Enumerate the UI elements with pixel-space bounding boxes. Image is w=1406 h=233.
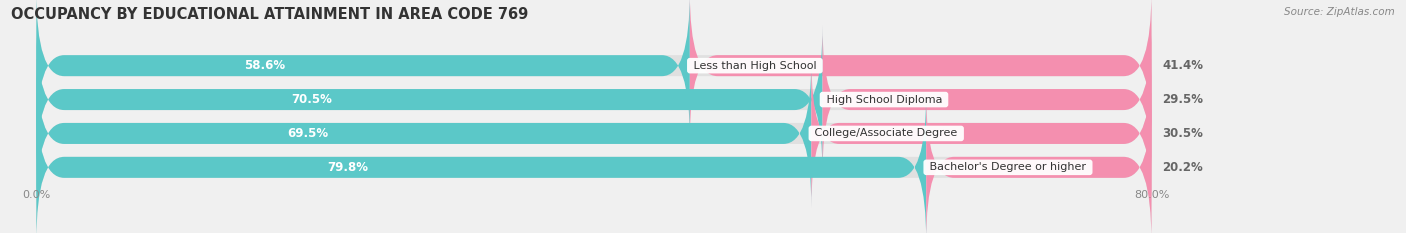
FancyBboxPatch shape [823,25,1152,174]
FancyBboxPatch shape [37,93,1152,233]
Text: Source: ZipAtlas.com: Source: ZipAtlas.com [1284,7,1395,17]
Text: 80.0%: 80.0% [1133,190,1170,200]
Text: High School Diploma: High School Diploma [823,95,945,105]
Text: 20.2%: 20.2% [1163,161,1204,174]
Text: 29.5%: 29.5% [1163,93,1204,106]
FancyBboxPatch shape [37,25,1152,174]
Text: 41.4%: 41.4% [1163,59,1204,72]
Text: Bachelor's Degree or higher: Bachelor's Degree or higher [927,162,1090,172]
FancyBboxPatch shape [690,0,1152,140]
Text: 58.6%: 58.6% [245,59,285,72]
FancyBboxPatch shape [37,59,811,208]
Text: College/Associate Degree: College/Associate Degree [811,128,962,138]
FancyBboxPatch shape [37,0,690,140]
FancyBboxPatch shape [37,59,1152,208]
Text: 79.8%: 79.8% [328,161,368,174]
FancyBboxPatch shape [927,93,1152,233]
Text: OCCUPANCY BY EDUCATIONAL ATTAINMENT IN AREA CODE 769: OCCUPANCY BY EDUCATIONAL ATTAINMENT IN A… [11,7,529,22]
Text: 69.5%: 69.5% [287,127,328,140]
FancyBboxPatch shape [37,0,1152,140]
FancyBboxPatch shape [37,93,927,233]
FancyBboxPatch shape [811,59,1152,208]
FancyBboxPatch shape [37,25,823,174]
Text: 70.5%: 70.5% [291,93,332,106]
Text: 30.5%: 30.5% [1163,127,1204,140]
Text: 0.0%: 0.0% [22,190,51,200]
Text: Less than High School: Less than High School [690,61,820,71]
